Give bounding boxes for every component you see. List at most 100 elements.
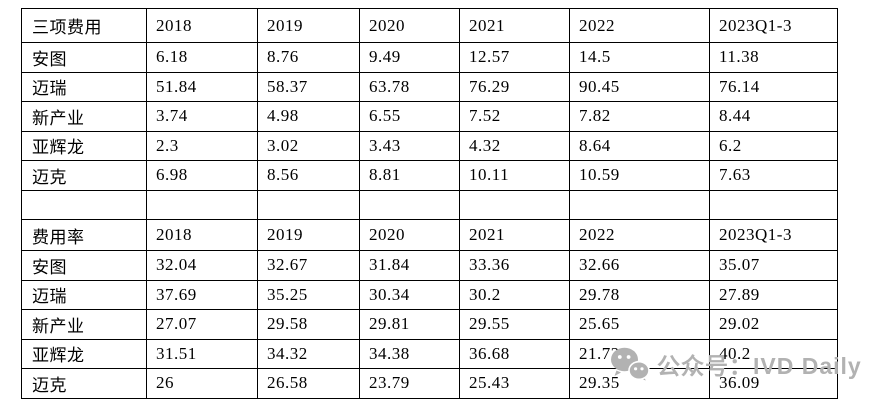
- value-cell: 11.38: [709, 42, 838, 73]
- value-cell: 34.38: [359, 338, 460, 369]
- value-cell: 10.11: [459, 160, 570, 191]
- value-cell: 40.2: [709, 338, 838, 369]
- table-row: 迈克 26 26.58 23.79 25.43 29.35 36.09: [21, 368, 838, 399]
- value-cell: 34.32: [257, 338, 360, 369]
- table-row: 亚辉龙 31.51 34.32 34.38 36.68 21.72 40.2: [21, 338, 838, 369]
- value-cell: 32.67: [257, 250, 360, 281]
- value-cell: 30.34: [359, 279, 460, 310]
- value-cell: 2.3: [146, 130, 258, 161]
- value-cell: 7.63: [709, 160, 838, 191]
- empty-cell: [359, 189, 460, 220]
- value-cell: 31.51: [146, 338, 258, 369]
- value-cell: 76.14: [709, 71, 838, 102]
- value-cell: 3.02: [257, 130, 360, 161]
- table-row: 新产业 27.07 29.58 29.81 29.55 25.65 29.02: [21, 309, 838, 340]
- table-row: 三项费用 2018 2019 2020 2021 2022 2023Q1-3: [21, 8, 838, 43]
- value-cell: 8.56: [257, 160, 360, 191]
- header-cell: 2020: [359, 8, 460, 43]
- value-cell: 3.74: [146, 101, 258, 132]
- empty-cell: [146, 189, 258, 220]
- value-cell: 35.07: [709, 250, 838, 281]
- value-cell: 51.84: [146, 71, 258, 102]
- header-cell: 2023Q1-3: [709, 8, 838, 43]
- value-cell: 30.2: [459, 279, 570, 310]
- value-cell: 63.78: [359, 71, 460, 102]
- header-cell: 2020: [359, 219, 460, 251]
- company-cell: 迈克: [21, 160, 147, 191]
- value-cell: 3.43: [359, 130, 460, 161]
- value-cell: 76.29: [459, 71, 570, 102]
- value-cell: 29.35: [569, 368, 710, 399]
- header-cell: 费用率: [21, 219, 147, 251]
- value-cell: 21.72: [569, 338, 710, 369]
- table-row: 安图 6.18 8.76 9.49 12.57 14.5 11.38: [21, 42, 838, 73]
- table-row: 安图 32.04 32.67 31.84 33.36 32.66 35.07: [21, 250, 838, 281]
- value-cell: 4.32: [459, 130, 570, 161]
- value-cell: 8.81: [359, 160, 460, 191]
- value-cell: 36.09: [709, 368, 838, 399]
- header-cell: 三项费用: [21, 8, 147, 43]
- value-cell: 26.58: [257, 368, 360, 399]
- value-cell: 6.2: [709, 130, 838, 161]
- value-cell: 29.55: [459, 309, 570, 340]
- value-cell: 33.36: [459, 250, 570, 281]
- value-cell: 7.82: [569, 101, 710, 132]
- header-cell: 2019: [257, 8, 360, 43]
- company-cell: 亚辉龙: [21, 338, 147, 369]
- header-cell: 2022: [569, 8, 710, 43]
- value-cell: 29.78: [569, 279, 710, 310]
- value-cell: 32.66: [569, 250, 710, 281]
- value-cell: 29.81: [359, 309, 460, 340]
- table-row: [21, 189, 838, 220]
- value-cell: 4.98: [257, 101, 360, 132]
- value-cell: 29.02: [709, 309, 838, 340]
- header-cell: 2021: [459, 8, 570, 43]
- value-cell: 26: [146, 368, 258, 399]
- value-cell: 27.89: [709, 279, 838, 310]
- table-row: 迈瑞 51.84 58.37 63.78 76.29 90.45 76.14: [21, 71, 838, 102]
- empty-cell: [709, 189, 838, 220]
- value-cell: 6.98: [146, 160, 258, 191]
- value-cell: 32.04: [146, 250, 258, 281]
- header-cell: 2021: [459, 219, 570, 251]
- table-row: 亚辉龙 2.3 3.02 3.43 4.32 8.64 6.2: [21, 130, 838, 161]
- value-cell: 36.68: [459, 338, 570, 369]
- header-cell: 2018: [146, 219, 258, 251]
- company-cell: 新产业: [21, 101, 147, 132]
- value-cell: 8.76: [257, 42, 360, 73]
- header-cell: 2023Q1-3: [709, 219, 838, 251]
- table-row: 迈克 6.98 8.56 8.81 10.11 10.59 7.63: [21, 160, 838, 191]
- value-cell: 9.49: [359, 42, 460, 73]
- value-cell: 6.18: [146, 42, 258, 73]
- value-cell: 14.5: [569, 42, 710, 73]
- empty-cell: [21, 189, 147, 220]
- table-row: 费用率 2018 2019 2020 2021 2022 2023Q1-3: [21, 219, 838, 251]
- empty-cell: [569, 189, 710, 220]
- value-cell: 58.37: [257, 71, 360, 102]
- header-cell: 2022: [569, 219, 710, 251]
- header-cell: 2018: [146, 8, 258, 43]
- value-cell: 8.64: [569, 130, 710, 161]
- value-cell: 25.65: [569, 309, 710, 340]
- table-row: 迈瑞 37.69 35.25 30.34 30.2 29.78 27.89: [21, 279, 838, 310]
- value-cell: 7.52: [459, 101, 570, 132]
- value-cell: 35.25: [257, 279, 360, 310]
- value-cell: 6.55: [359, 101, 460, 132]
- company-cell: 迈克: [21, 368, 147, 399]
- table-row: 新产业 3.74 4.98 6.55 7.52 7.82 8.44: [21, 101, 838, 132]
- company-cell: 安图: [21, 250, 147, 281]
- company-cell: 安图: [21, 42, 147, 73]
- fees-table: 三项费用 2018 2019 2020 2021 2022 2023Q1-3 安…: [21, 8, 838, 399]
- value-cell: 31.84: [359, 250, 460, 281]
- header-cell: 2019: [257, 219, 360, 251]
- value-cell: 10.59: [569, 160, 710, 191]
- empty-cell: [257, 189, 360, 220]
- value-cell: 23.79: [359, 368, 460, 399]
- value-cell: 37.69: [146, 279, 258, 310]
- value-cell: 8.44: [709, 101, 838, 132]
- company-cell: 迈瑞: [21, 71, 147, 102]
- value-cell: 12.57: [459, 42, 570, 73]
- company-cell: 新产业: [21, 309, 147, 340]
- value-cell: 27.07: [146, 309, 258, 340]
- empty-cell: [459, 189, 570, 220]
